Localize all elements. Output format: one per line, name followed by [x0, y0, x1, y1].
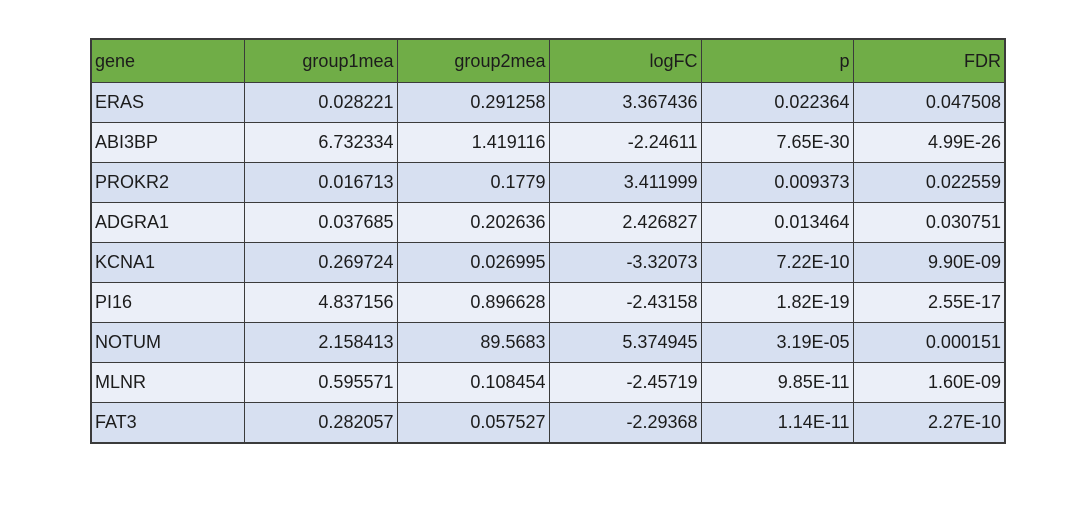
cell-p: 9.85E-11 — [700, 362, 854, 403]
cell-gene: KCNA1 — [90, 242, 245, 283]
cell-group2mean: 0.108454 — [396, 362, 550, 403]
cell-logfc: -2.24611 — [548, 122, 702, 163]
table-row: PI16 4.837156 0.896628 -2.43158 1.82E-19… — [90, 282, 1006, 323]
column-header-gene: gene — [90, 38, 245, 83]
cell-p: 3.19E-05 — [700, 322, 854, 363]
cell-fdr: 0.000151 — [852, 322, 1006, 363]
cell-group2mean: 0.202636 — [396, 202, 550, 243]
cell-gene: ABI3BP — [90, 122, 245, 163]
header-row: gene group1mea group2mea logFC p FDR — [90, 38, 1006, 83]
cell-group2mean: 0.1779 — [396, 162, 550, 203]
cell-gene: FAT3 — [90, 402, 245, 444]
cell-group2mean: 0.896628 — [396, 282, 550, 323]
cell-logfc: 3.367436 — [548, 82, 702, 123]
column-header-logfc: logFC — [548, 38, 702, 83]
cell-group1mean: 0.282057 — [243, 402, 398, 444]
cell-logfc: -3.32073 — [548, 242, 702, 283]
cell-group2mean: 0.057527 — [396, 402, 550, 444]
cell-logfc: 2.426827 — [548, 202, 702, 243]
column-header-fdr: FDR — [852, 38, 1006, 83]
cell-p: 7.22E-10 — [700, 242, 854, 283]
cell-p: 0.022364 — [700, 82, 854, 123]
cell-fdr: 1.60E-09 — [852, 362, 1006, 403]
table-row: FAT3 0.282057 0.057527 -2.29368 1.14E-11… — [90, 402, 1006, 444]
cell-group1mean: 0.269724 — [243, 242, 398, 283]
cell-group2mean: 0.291258 — [396, 82, 550, 123]
cell-fdr: 0.022559 — [852, 162, 1006, 203]
cell-gene: ERAS — [90, 82, 245, 123]
cell-group1mean: 2.158413 — [243, 322, 398, 363]
cell-fdr: 2.55E-17 — [852, 282, 1006, 323]
cell-logfc: -2.29368 — [548, 402, 702, 444]
cell-p: 0.013464 — [700, 202, 854, 243]
cell-fdr: 0.030751 — [852, 202, 1006, 243]
column-header-group2mean: group2mea — [396, 38, 550, 83]
cell-group2mean: 0.026995 — [396, 242, 550, 283]
cell-group1mean: 0.028221 — [243, 82, 398, 123]
cell-gene: MLNR — [90, 362, 245, 403]
cell-group1mean: 4.837156 — [243, 282, 398, 323]
cell-group2mean: 89.5683 — [396, 322, 550, 363]
column-header-group1mean: group1mea — [243, 38, 398, 83]
cell-logfc: -2.43158 — [548, 282, 702, 323]
cell-fdr: 2.27E-10 — [852, 402, 1006, 444]
cell-group1mean: 0.037685 — [243, 202, 398, 243]
cell-group1mean: 0.595571 — [243, 362, 398, 403]
gene-expression-table: gene group1mea group2mea logFC p FDR ERA… — [90, 38, 1006, 444]
cell-logfc: 3.411999 — [548, 162, 702, 203]
cell-p: 1.82E-19 — [700, 282, 854, 323]
cell-group1mean: 0.016713 — [243, 162, 398, 203]
cell-fdr: 9.90E-09 — [852, 242, 1006, 283]
cell-gene: ADGRA1 — [90, 202, 245, 243]
table-row: PROKR2 0.016713 0.1779 3.411999 0.009373… — [90, 162, 1006, 203]
table-row: KCNA1 0.269724 0.026995 -3.32073 7.22E-1… — [90, 242, 1006, 283]
cell-p: 0.009373 — [700, 162, 854, 203]
table-row: NOTUM 2.158413 89.5683 5.374945 3.19E-05… — [90, 322, 1006, 363]
cell-gene: PI16 — [90, 282, 245, 323]
table-row: ERAS 0.028221 0.291258 3.367436 0.022364… — [90, 82, 1006, 123]
table-row: ADGRA1 0.037685 0.202636 2.426827 0.0134… — [90, 202, 1006, 243]
cell-group1mean: 6.732334 — [243, 122, 398, 163]
cell-logfc: 5.374945 — [548, 322, 702, 363]
cell-gene: NOTUM — [90, 322, 245, 363]
table-row: MLNR 0.595571 0.108454 -2.45719 9.85E-11… — [90, 362, 1006, 403]
cell-group2mean: 1.419116 — [396, 122, 550, 163]
cell-p: 7.65E-30 — [700, 122, 854, 163]
cell-fdr: 0.047508 — [852, 82, 1006, 123]
column-header-p: p — [700, 38, 854, 83]
cell-logfc: -2.45719 — [548, 362, 702, 403]
cell-p: 1.14E-11 — [700, 402, 854, 444]
cell-gene: PROKR2 — [90, 162, 245, 203]
cell-fdr: 4.99E-26 — [852, 122, 1006, 163]
table-row: ABI3BP 6.732334 1.419116 -2.24611 7.65E-… — [90, 122, 1006, 163]
